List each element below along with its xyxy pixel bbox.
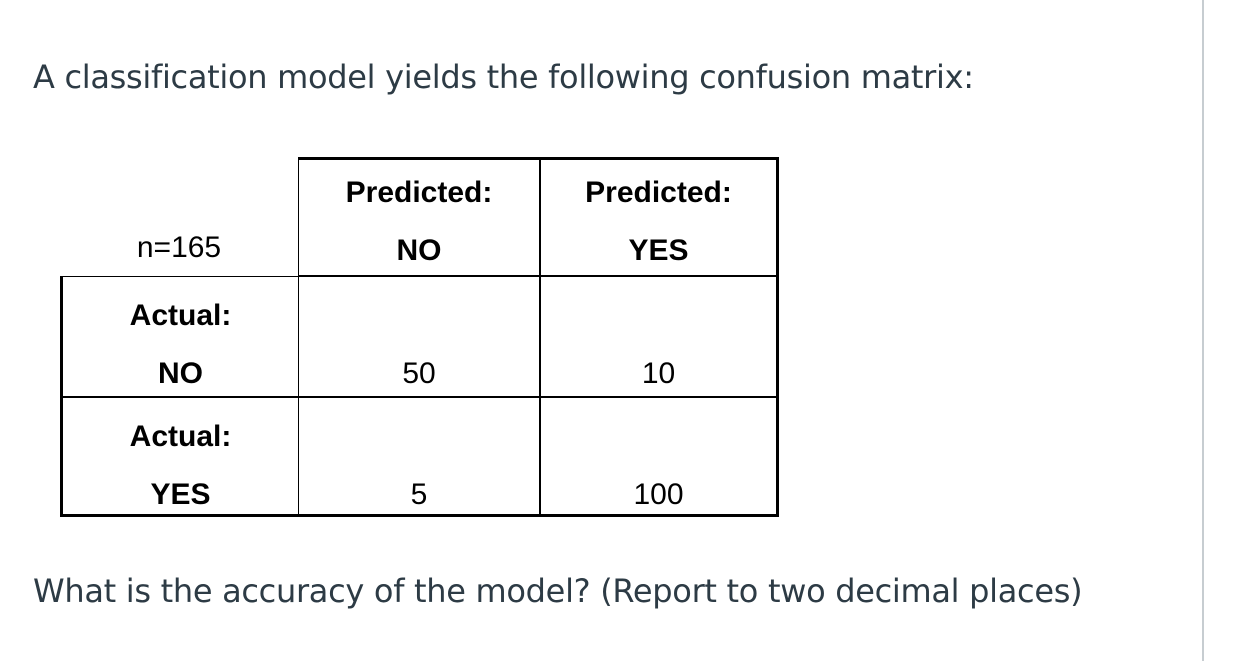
row-header: Actual:: [129, 299, 232, 332]
divider: [1202, 0, 1204, 661]
table-cell: Predicted: YES: [540, 157, 779, 276]
row-header: NO: [158, 357, 203, 390]
table-cell: Actual: NO: [60, 276, 298, 397]
table-cell: 5: [298, 397, 540, 517]
table-cell: Actual: YES: [60, 397, 298, 517]
intro-text: A classification model yields the follow…: [33, 58, 974, 96]
column-header: Predicted:: [585, 176, 732, 209]
corner-label: n=165: [136, 231, 222, 264]
row-header: YES: [150, 478, 211, 511]
cell-value: 100: [633, 478, 684, 511]
column-header: YES: [628, 234, 689, 267]
column-header: Predicted:: [345, 176, 493, 209]
table-cell: 10: [540, 276, 779, 397]
cell-value: 10: [641, 357, 676, 390]
table-cell: 100: [540, 397, 779, 517]
table-cell: n=165: [60, 157, 298, 276]
cell-value: 50: [402, 357, 436, 390]
row-header: Actual:: [129, 420, 232, 453]
cell-value: 5: [410, 478, 428, 511]
question-text: What is the accuracy of the model? (Repo…: [33, 572, 1083, 610]
table-cell: 50: [298, 276, 540, 397]
table-cell: Predicted: NO: [298, 157, 540, 276]
column-header: NO: [396, 234, 442, 267]
